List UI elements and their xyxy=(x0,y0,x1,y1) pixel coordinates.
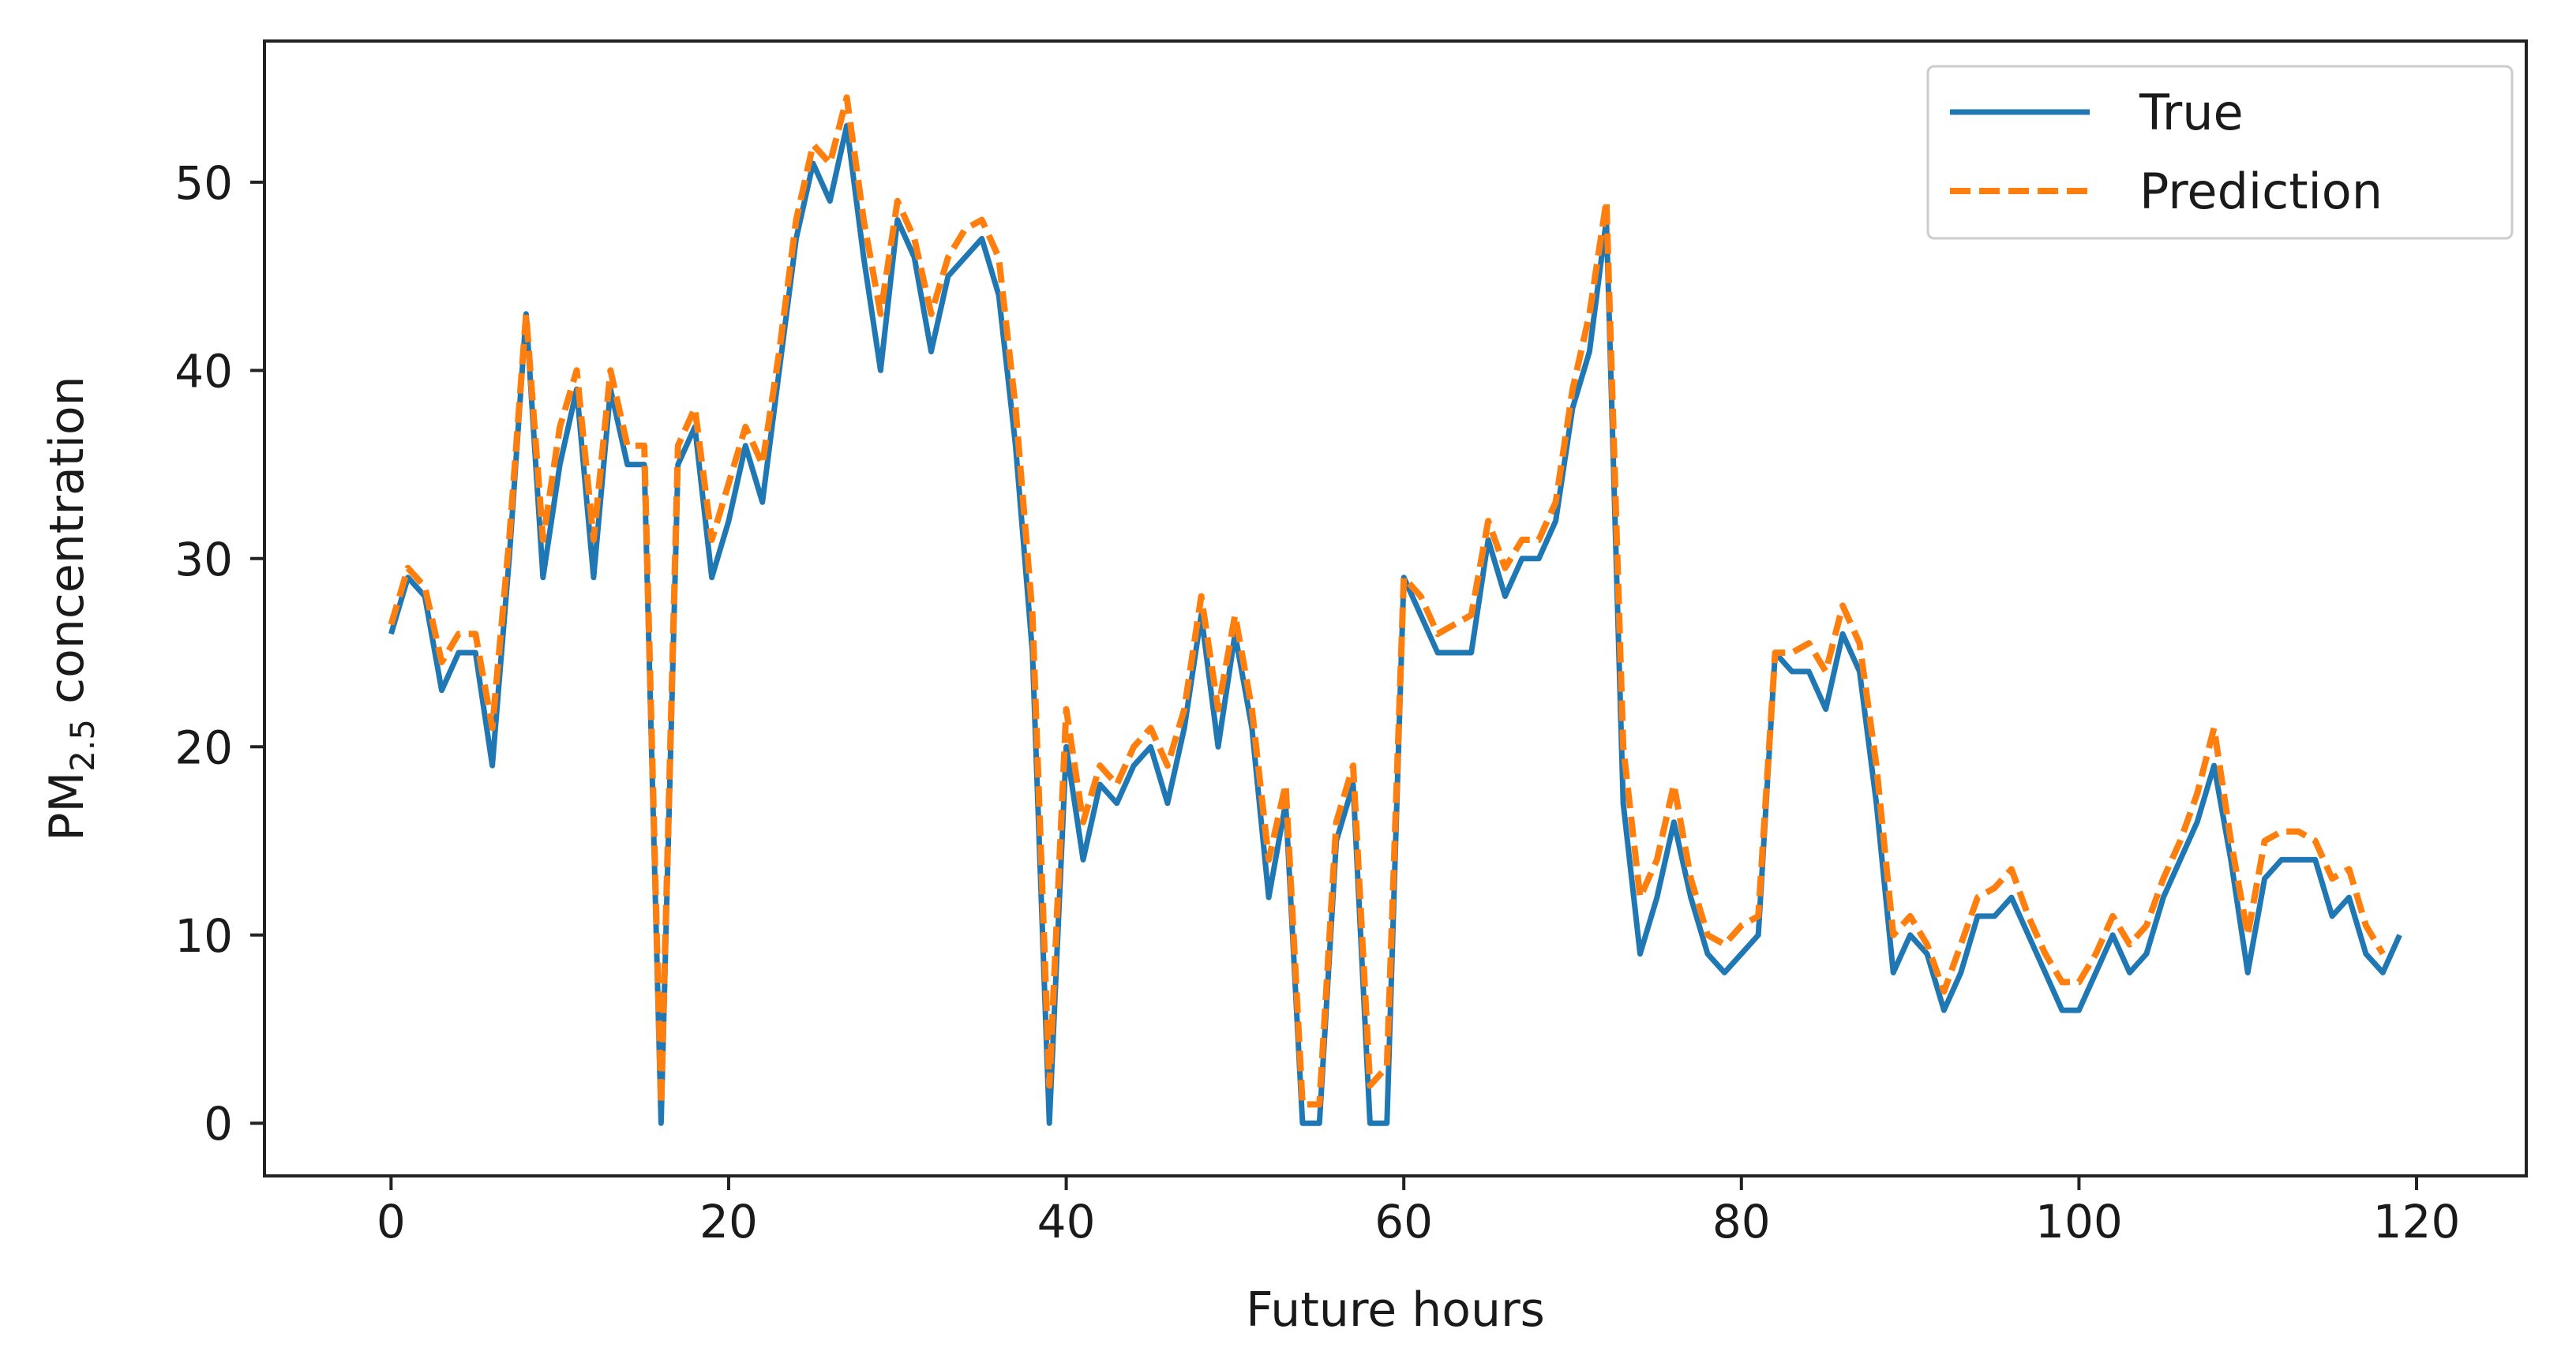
series-line-prediction xyxy=(388,94,2386,1108)
y-tick-label: 30 xyxy=(174,533,233,586)
y-tick-label: 40 xyxy=(174,344,233,398)
legend: True Prediction xyxy=(1926,65,2514,240)
x-tick-label: 0 xyxy=(377,1195,406,1249)
x-axis-label: Future hours xyxy=(1246,1282,1545,1338)
x-tick-label: 100 xyxy=(2035,1195,2123,1249)
y-tick-label: 20 xyxy=(174,721,233,774)
legend-label-prediction: Prediction xyxy=(2139,163,2383,220)
x-tick-label: 120 xyxy=(2373,1195,2461,1249)
y-tick-label: 10 xyxy=(174,909,233,963)
x-tick-label: 40 xyxy=(1037,1195,1096,1249)
plot-lines xyxy=(388,94,2402,1126)
x-tick-label: 60 xyxy=(1374,1195,1433,1249)
y-axis: 0 10 20 30 40 50 xyxy=(174,156,264,1151)
y-axis-label-subscript: 2.5 xyxy=(63,719,102,772)
x-tick-label: 20 xyxy=(699,1195,758,1249)
y-axis-label: PM2.5 concentration xyxy=(39,376,102,840)
plot-frame xyxy=(263,39,2528,1177)
y-tick-label: 50 xyxy=(174,156,233,210)
y-tick-label: 0 xyxy=(204,1097,233,1151)
x-tick-label: 80 xyxy=(1712,1195,1771,1249)
x-axis: 0 20 40 60 80 100 120 xyxy=(377,1176,2460,1249)
y-axis-label-rest: concentration xyxy=(39,376,95,719)
legend-label-true: True xyxy=(2139,84,2244,141)
y-axis-label-main: PM xyxy=(39,772,95,841)
